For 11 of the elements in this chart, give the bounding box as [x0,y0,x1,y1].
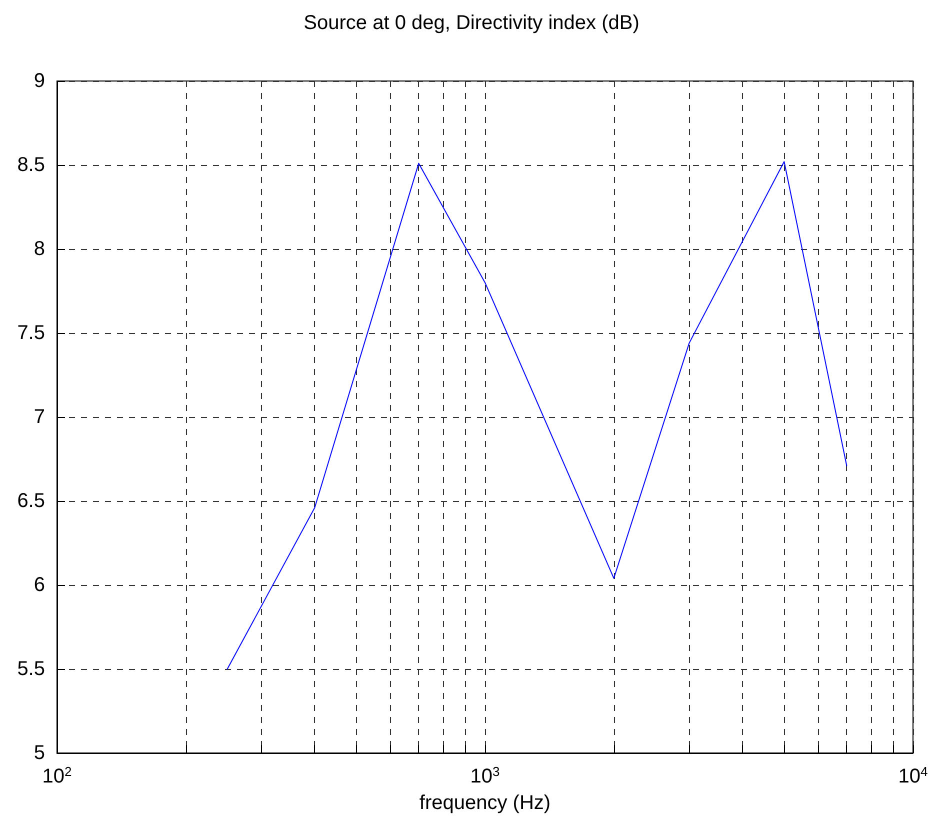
y-tick-label: 5.5 [17,658,45,680]
y-tick-label: 6.5 [17,490,45,512]
chart-title: Source at 0 deg, Directivity index (dB) [304,12,640,34]
y-tick-label: 6 [34,574,45,596]
y-tick-label: 8.5 [17,154,45,176]
y-tick-label: 7 [34,406,45,428]
y-tick-label: 5 [34,742,45,764]
y-tick-label: 8 [34,238,45,260]
y-tick-label: 7.5 [17,322,45,344]
y-tick-label: 9 [34,70,45,92]
x-axis-title: frequency (Hz) [419,792,551,814]
